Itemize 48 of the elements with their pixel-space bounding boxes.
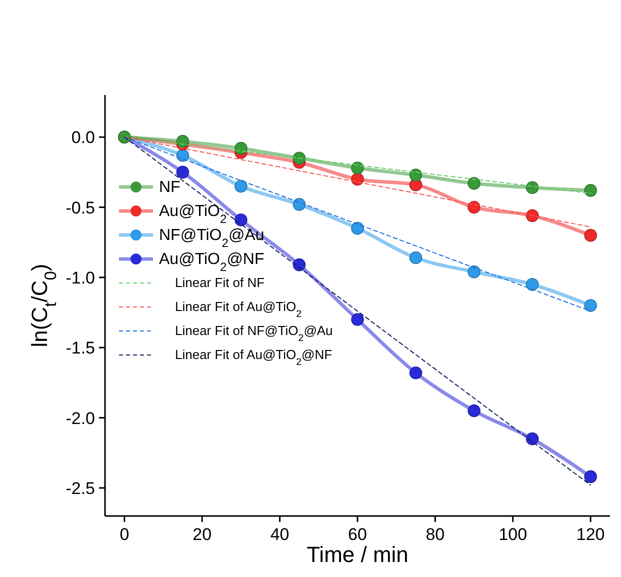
- x-tick-label: 80: [426, 525, 445, 544]
- point: [584, 470, 597, 484]
- y-tick-label: 0.0: [71, 128, 95, 148]
- x-tick-label: 120: [576, 525, 605, 544]
- point: [468, 265, 480, 278]
- point: [468, 177, 480, 190]
- x-tick-label: 40: [270, 525, 290, 544]
- point: [584, 228, 597, 242]
- y-tick-label: -0.5: [66, 198, 95, 218]
- legend-label: Au@TiO$_{2}$@NF: [159, 251, 264, 274]
- legend-label: NF@TiO$_{2}$@Au: [159, 227, 264, 250]
- point: [176, 134, 190, 148]
- point: [584, 299, 597, 312]
- point: [526, 432, 539, 446]
- point: [234, 213, 248, 226]
- y-tick-label: -1.0: [66, 268, 95, 288]
- y-tick-label: -2.0: [66, 408, 95, 428]
- x-tick-label: 0: [120, 525, 130, 544]
- point: [351, 222, 364, 235]
- point: [409, 366, 422, 380]
- legend-label: Linear Fit of Au@TiO$_{2}$: [175, 299, 302, 320]
- point: [468, 404, 480, 418]
- legend-label: Linear Fit of NF: [175, 275, 265, 290]
- point: [292, 198, 306, 211]
- point: [409, 168, 422, 182]
- legend-label: Linear Fit of Au@TiO$_{2}$@NF: [175, 347, 332, 368]
- x-axis-title: Time / min: [306, 542, 408, 567]
- point: [468, 200, 480, 214]
- point: [292, 258, 306, 272]
- point: [176, 166, 190, 179]
- x-tick-label: 60: [348, 525, 367, 544]
- point: [526, 209, 539, 222]
- point: [526, 181, 539, 194]
- point: [351, 162, 364, 174]
- point: [526, 278, 539, 291]
- point: [234, 142, 248, 155]
- legend-label: NF: [159, 179, 181, 196]
- point: [351, 313, 364, 326]
- point: [292, 152, 306, 165]
- point: [234, 180, 248, 193]
- y-tick-label: -1.5: [66, 338, 95, 358]
- x-tick-label: 20: [192, 525, 212, 544]
- x-tick-label: 100: [498, 525, 528, 544]
- y-tick-label: -2.5: [66, 478, 95, 498]
- point: [409, 251, 422, 264]
- legend-label: Linear Fit of NF@TiO$_{2}$@Au: [175, 323, 333, 344]
- point: [584, 184, 597, 197]
- legend-label: Au@TiO$_{2}$: [159, 203, 227, 226]
